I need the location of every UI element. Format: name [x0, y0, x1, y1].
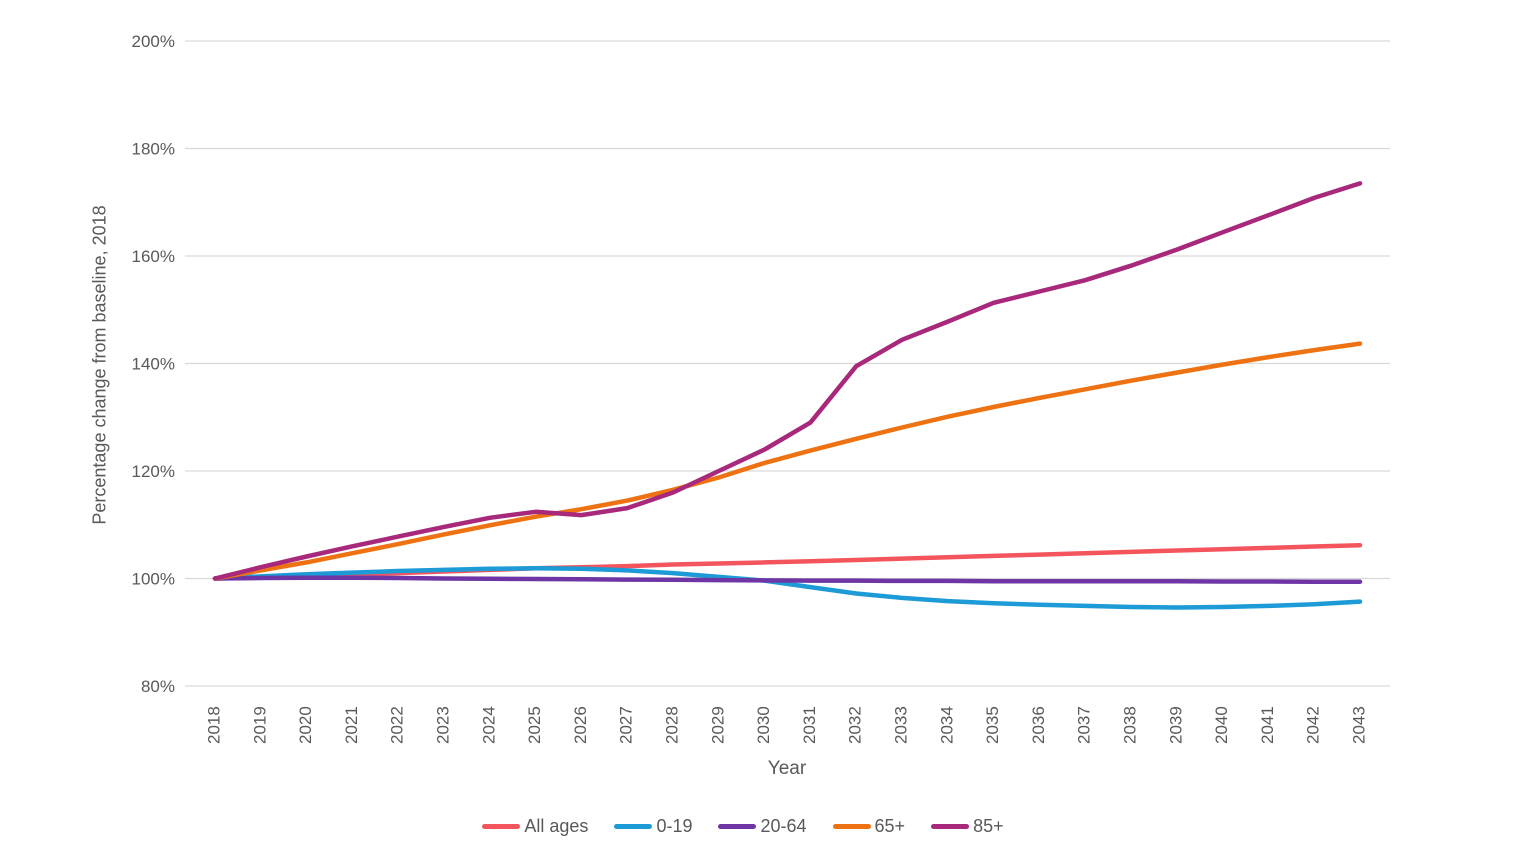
- legend-swatch: [614, 824, 653, 829]
- x-tick-label: 2024: [479, 706, 498, 744]
- x-tick-label: 2026: [571, 706, 590, 744]
- legend-item-label: 65+: [874, 816, 906, 836]
- x-tick-label: 2039: [1166, 706, 1185, 744]
- x-tick-label: 2036: [1029, 706, 1048, 744]
- legend-item-label: 0-19: [656, 816, 693, 836]
- y-tick-label: 140%: [132, 355, 175, 374]
- y-tick-label: 80%: [141, 677, 175, 696]
- x-tick-label: 2018: [204, 706, 223, 744]
- x-tick-label: 2033: [891, 706, 910, 744]
- y-axis-title: Percentage change from baseline, 2018: [89, 205, 110, 525]
- x-tick-label: 2032: [846, 706, 865, 744]
- y-tick-label: 200%: [132, 32, 175, 51]
- legend-swatch: [832, 824, 871, 829]
- legend-swatch: [718, 824, 757, 829]
- y-tick-label: 100%: [132, 570, 175, 589]
- legend-item-20-64: 20-64: [718, 816, 807, 837]
- legend-item-65-: 65+: [832, 816, 906, 837]
- x-tick-label: 2028: [662, 706, 681, 744]
- legend: All ages 0-19 20-64 65+ 85+: [0, 816, 1511, 837]
- x-tick-label: 2027: [617, 706, 636, 744]
- legend-swatch: [931, 824, 970, 829]
- x-axis-title: Year: [767, 758, 807, 779]
- x-tick-label: 2025: [525, 706, 544, 744]
- series-line-85-: [212, 181, 1363, 581]
- legend-item-0-19: 0-19: [614, 816, 692, 837]
- x-tick-label: 2037: [1075, 706, 1094, 744]
- x-tick-label: 2041: [1258, 706, 1277, 744]
- legend-item-label: 85+: [973, 816, 1004, 836]
- x-tick-label: 2020: [296, 706, 315, 744]
- x-tick-label: 2043: [1349, 706, 1368, 744]
- x-tick-label: 2030: [754, 706, 773, 744]
- y-tick-label: 120%: [132, 462, 175, 481]
- y-tick-label: 180%: [132, 140, 175, 159]
- x-tick-label: 2029: [708, 706, 727, 744]
- series-line-20-64: [212, 575, 1363, 584]
- legend-swatch: [482, 824, 521, 829]
- x-tick-label: 2021: [342, 706, 361, 744]
- x-tick-label: 2034: [937, 706, 956, 744]
- legend-item-label: All ages: [524, 816, 589, 836]
- legend-item-all-ages: All ages: [482, 816, 588, 837]
- x-tick-label: 2019: [250, 706, 269, 744]
- y-tick-label: 160%: [132, 247, 175, 266]
- x-tick-label: 2040: [1212, 706, 1231, 744]
- x-tick-label: 2035: [983, 706, 1002, 744]
- legend-item-85-: 85+: [931, 816, 1004, 837]
- series-line-65-: [212, 341, 1363, 581]
- x-tick-label: 2022: [388, 706, 407, 744]
- x-tick-label: 2038: [1120, 706, 1139, 744]
- series-line-0-19: [212, 566, 1363, 610]
- x-tick-label: 2031: [800, 706, 819, 744]
- legend-item-label: 20-64: [760, 816, 807, 836]
- x-tick-label: 2023: [433, 706, 452, 744]
- x-tick-label: 2042: [1304, 706, 1323, 744]
